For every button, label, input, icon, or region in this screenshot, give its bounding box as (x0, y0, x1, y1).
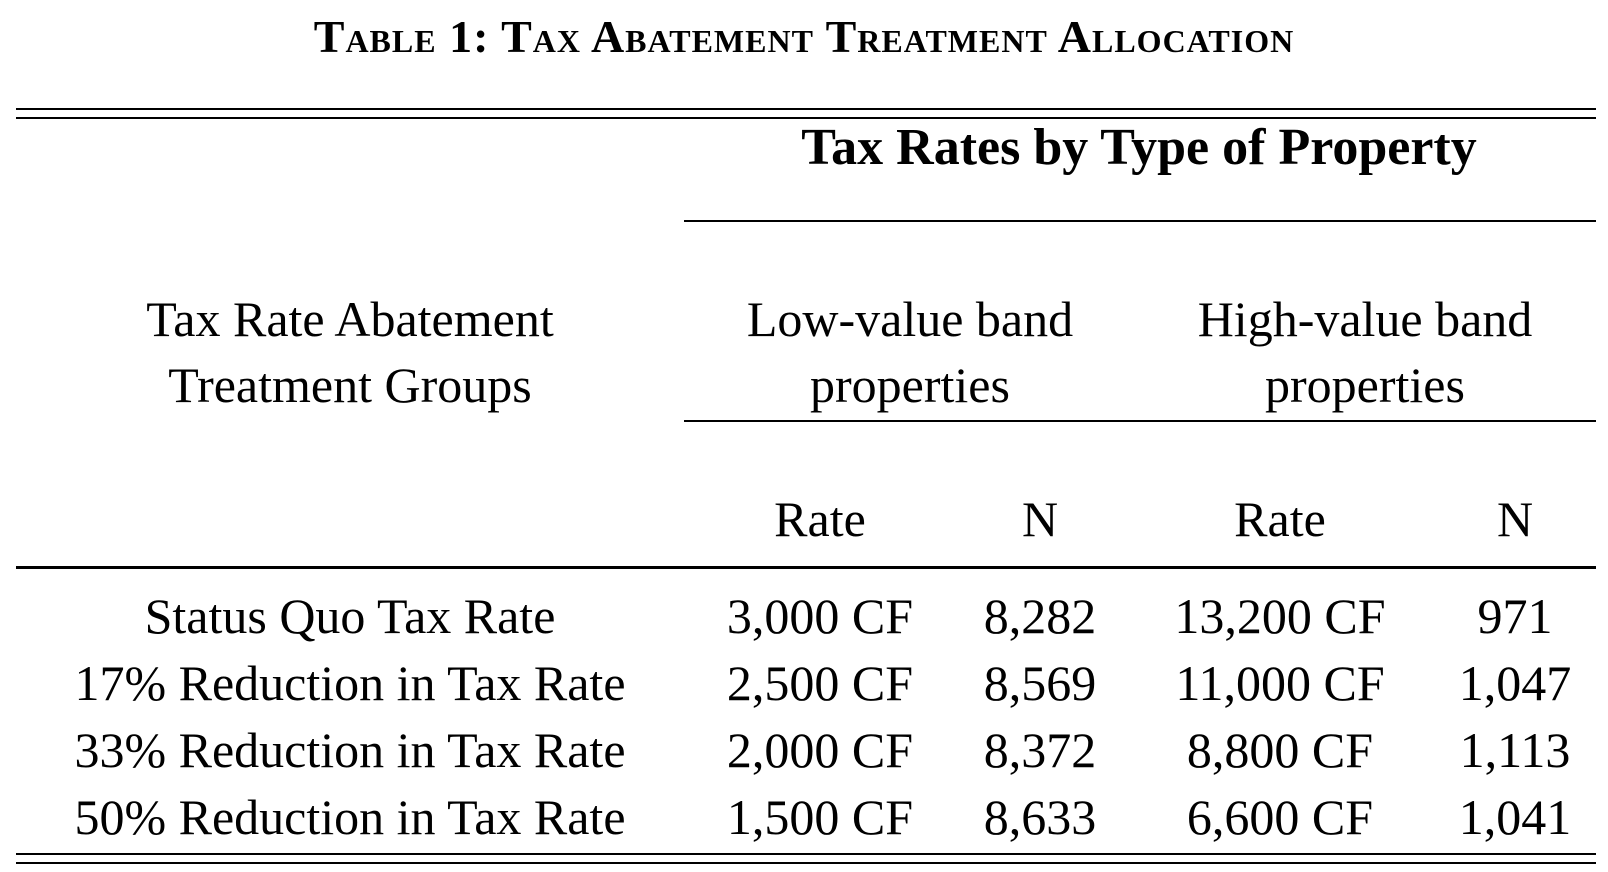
top-rule-1 (16, 108, 1596, 110)
table-body: Status Quo Tax Rate 3,000 CF 8,282 13,20… (0, 583, 1608, 851)
table-caption: Table 1: Tax Abatement Treatment Allocat… (313, 11, 1295, 62)
cell-low-rate: 2,500 CF (726, 655, 914, 711)
subheader-high-rate: Rate (1234, 491, 1326, 547)
row-label: 17% Reduction in Tax Rate (74, 655, 626, 711)
group-header-high: High-value band properties (1140, 286, 1590, 418)
cell-low-rate: 3,000 CF (726, 588, 914, 644)
row-header-line-2: Treatment Groups (168, 357, 532, 413)
cell-low-n: 8,372 (983, 722, 1097, 778)
cell-low-n: 8,282 (983, 588, 1097, 644)
row-header-line-1: Tax Rate Abatement (146, 291, 554, 347)
group-header-high-line-2: properties (1265, 357, 1465, 413)
bottom-rule-1 (16, 853, 1596, 855)
spanner-rule (684, 220, 1596, 222)
cell-high-rate: 8,800 CF (1186, 722, 1374, 778)
cell-high-rate: 13,200 CF (1174, 588, 1386, 644)
row-label: 50% Reduction in Tax Rate (74, 789, 626, 845)
table-row: Status Quo Tax Rate 3,000 CF 8,282 13,20… (0, 583, 1608, 650)
table-row: 50% Reduction in Tax Rate 1,500 CF 8,633… (0, 784, 1608, 851)
group-rule (684, 420, 1596, 422)
cell-high-rate: 6,600 CF (1186, 789, 1374, 845)
row-label: 33% Reduction in Tax Rate (74, 722, 626, 778)
cell-high-rate: 11,000 CF (1175, 655, 1385, 711)
cell-low-n: 8,633 (983, 789, 1097, 845)
spanner-header: Tax Rates by Type of Property (801, 119, 1477, 176)
group-header-low-line-1: Low-value band (746, 291, 1074, 347)
cell-low-rate: 1,500 CF (726, 789, 914, 845)
table-row: 33% Reduction in Tax Rate 2,000 CF 8,372… (0, 717, 1608, 784)
subheader-high-n: N (1496, 491, 1534, 547)
cell-high-n: 1,113 (1459, 722, 1571, 778)
group-header-high-line-1: High-value band (1197, 291, 1533, 347)
mid-rule (16, 566, 1596, 569)
subheader-low-n: N (1021, 491, 1059, 547)
cell-low-rate: 2,000 CF (726, 722, 914, 778)
row-header: Tax Rate Abatement Treatment Groups (20, 286, 680, 418)
bottom-rule-2 (16, 862, 1596, 864)
top-rule-2 (16, 117, 1596, 119)
cell-low-n: 8,569 (983, 655, 1097, 711)
cell-high-n: 1,047 (1458, 655, 1572, 711)
group-header-low-line-2: properties (810, 357, 1010, 413)
table-row: 17% Reduction in Tax Rate 2,500 CF 8,569… (0, 650, 1608, 717)
row-label: Status Quo Tax Rate (144, 588, 556, 644)
cell-high-n: 971 (1477, 588, 1553, 644)
group-header-low: Low-value band properties (690, 286, 1130, 418)
cell-high-n: 1,041 (1458, 789, 1572, 845)
subheader-low-rate: Rate (774, 491, 866, 547)
